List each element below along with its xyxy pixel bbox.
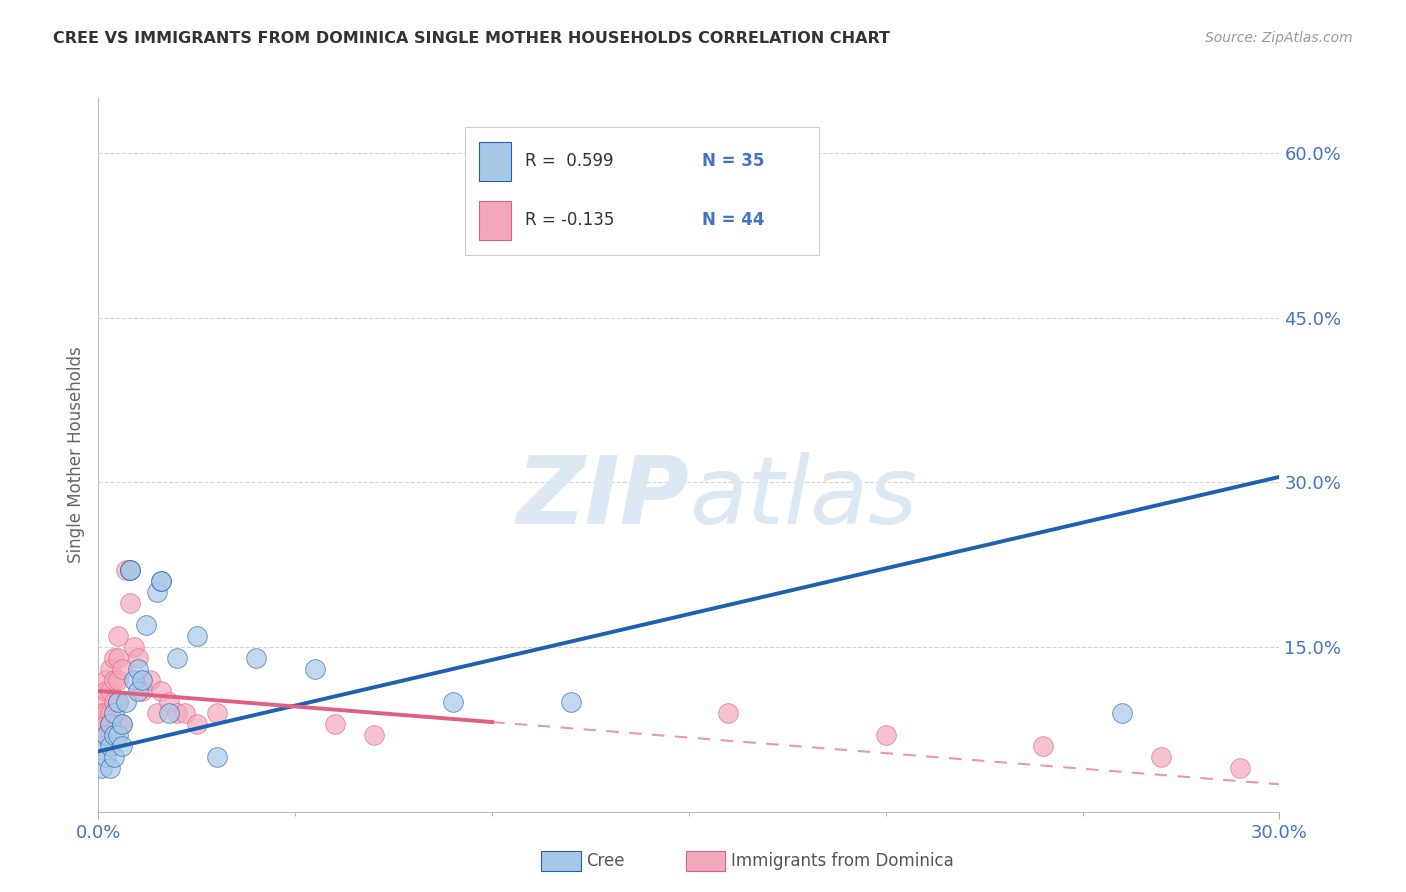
Point (157, 706, 180, 720)
Point (98, 662, 121, 676)
Point (96, 717, 118, 731)
Point (441, 695, 464, 709)
Point (98, 728, 121, 742)
Point (103, 695, 125, 709)
Point (245, 651, 267, 665)
Point (875, 728, 897, 742)
Point (138, 673, 160, 687)
Point (111, 717, 134, 731)
Point (118, 596, 141, 610)
Point (96, 673, 118, 687)
Point (96, 728, 118, 742)
Point (98, 761, 121, 775)
Point (146, 706, 169, 720)
Point (1229, 761, 1251, 775)
Point (205, 706, 228, 720)
Point (98, 684, 121, 698)
Point (560, 695, 582, 709)
Point (1111, 706, 1133, 720)
Point (323, 717, 346, 731)
Point (146, 585, 169, 599)
Point (103, 673, 125, 687)
Point (91, 706, 114, 720)
Text: CREE VS IMMIGRANTS FROM DOMINICA SINGLE MOTHER HOUSEHOLDS CORRELATION CHART: CREE VS IMMIGRANTS FROM DOMINICA SINGLE … (53, 31, 890, 46)
Point (107, 695, 129, 709)
Point (118, 563, 141, 577)
Point (91, 717, 114, 731)
Point (150, 684, 173, 698)
Point (150, 574, 173, 589)
Point (131, 684, 153, 698)
Point (98, 706, 121, 720)
Text: ZIP: ZIP (516, 451, 689, 544)
Text: atlas: atlas (689, 452, 917, 543)
Point (127, 684, 149, 698)
Point (678, 211, 700, 226)
Point (98, 717, 121, 731)
Point (98, 739, 121, 753)
Point (174, 706, 197, 720)
Point (111, 717, 134, 731)
Point (122, 673, 145, 687)
Point (107, 651, 129, 665)
Point (127, 651, 149, 665)
Point (107, 673, 129, 687)
Text: Source: ZipAtlas.com: Source: ZipAtlas.com (1205, 31, 1353, 45)
Point (118, 563, 141, 577)
Point (107, 717, 129, 731)
Point (91, 761, 114, 775)
Point (166, 706, 188, 720)
Point (150, 574, 173, 589)
Point (186, 629, 208, 643)
Point (115, 695, 138, 709)
Point (103, 749, 125, 764)
Point (103, 706, 125, 720)
Point (127, 662, 149, 676)
Y-axis label: Single Mother Households: Single Mother Households (66, 347, 84, 563)
Point (103, 651, 125, 665)
Point (1150, 749, 1173, 764)
Text: Cree: Cree (586, 852, 624, 870)
Point (118, 563, 141, 577)
Point (131, 673, 153, 687)
Point (91, 739, 114, 753)
Point (157, 695, 180, 709)
Point (1032, 739, 1054, 753)
Point (96, 684, 118, 698)
Point (98, 717, 121, 731)
Point (717, 706, 740, 720)
Point (135, 618, 157, 632)
Point (205, 749, 228, 764)
Point (103, 728, 125, 742)
Text: Immigrants from Dominica: Immigrants from Dominica (731, 852, 953, 870)
Point (186, 717, 208, 731)
Point (91, 695, 114, 709)
Point (115, 563, 138, 577)
Point (363, 728, 385, 742)
Point (96, 749, 118, 764)
Point (111, 739, 134, 753)
Point (122, 640, 145, 654)
Point (304, 662, 326, 676)
Point (111, 662, 134, 676)
Point (107, 629, 129, 643)
Point (107, 695, 129, 709)
Point (107, 728, 129, 742)
Point (96, 706, 118, 720)
Point (91, 728, 114, 742)
Point (166, 651, 188, 665)
